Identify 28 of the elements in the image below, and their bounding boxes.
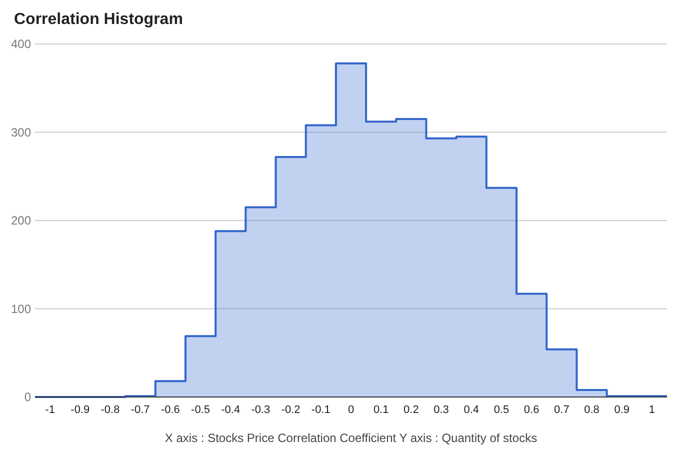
y-tick-label: 100: [10, 302, 32, 316]
x-tick-label: 0: [348, 404, 354, 416]
x-tick-label: 0.4: [464, 404, 480, 416]
x-tick-label: 0.2: [404, 404, 419, 416]
x-tick-label: 0.1: [373, 404, 389, 416]
x-tick-label: 0.7: [554, 404, 570, 416]
y-tick-label: 0: [24, 390, 32, 404]
x-tick-label: -0.4: [221, 404, 240, 416]
y-tick-label: 200: [10, 214, 32, 228]
x-tick-label: 0.8: [584, 404, 600, 416]
chart-title: Correlation Histogram: [14, 11, 183, 28]
x-tick-label: -0.2: [281, 404, 300, 416]
y-tick-label: 300: [10, 125, 32, 140]
x-tick-label: 0.6: [524, 404, 540, 416]
x-tick-label: -0.3: [251, 404, 270, 416]
x-tick-label: 0.9: [614, 404, 630, 416]
x-tick-label: 0.5: [494, 404, 510, 416]
x-tick-label: -0.5: [191, 404, 210, 416]
x-tick-label: -0.8: [100, 404, 120, 416]
y-tick-label: 400: [10, 37, 32, 51]
x-tick-label: -0.6: [160, 404, 180, 416]
x-tick-label: 1: [648, 404, 656, 416]
x-tick-label: 0.3: [434, 404, 449, 416]
x-axis-title: X axis : Stocks Price Correlation Coefficient Y axis : Quantity of stocks: [164, 431, 538, 445]
x-tick-label: -1: [45, 404, 55, 416]
x-tick-label: -0.7: [130, 404, 150, 416]
x-tick-label: -0.9: [70, 404, 90, 416]
x-tick-label: -0.1: [311, 404, 330, 416]
